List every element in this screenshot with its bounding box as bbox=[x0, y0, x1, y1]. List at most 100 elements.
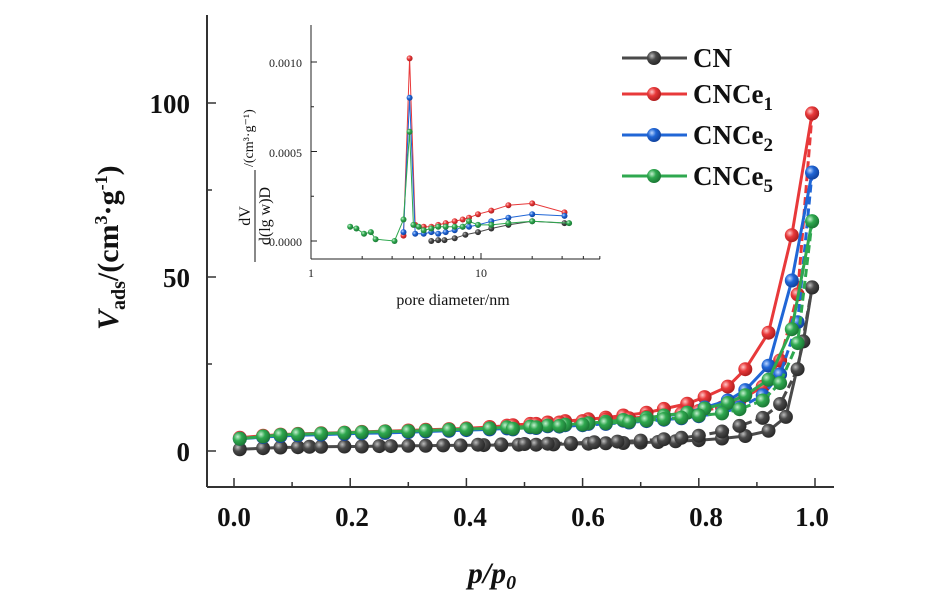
desorption-point bbox=[598, 416, 613, 431]
inset-point bbox=[459, 216, 466, 223]
inset-y-tick-label: 0.0010 bbox=[269, 56, 302, 70]
adsorption-point bbox=[302, 439, 317, 454]
adsorption-point bbox=[784, 273, 799, 288]
desorption-point bbox=[656, 432, 671, 447]
series-cnce1 bbox=[232, 106, 820, 445]
adsorption-point bbox=[697, 390, 712, 405]
inset-point bbox=[475, 221, 481, 228]
inset-point bbox=[505, 220, 512, 227]
inset-x-axis-title: pore diameter/nm bbox=[396, 292, 510, 309]
adsorption-point bbox=[354, 439, 369, 454]
inset-point bbox=[420, 227, 427, 234]
adsorption-point bbox=[720, 396, 735, 410]
adsorption-point bbox=[784, 322, 799, 337]
inset-point bbox=[367, 229, 374, 236]
adsorption-point bbox=[778, 409, 793, 424]
desorption-point bbox=[517, 437, 532, 451]
adsorption-point bbox=[761, 325, 776, 340]
inset-point bbox=[561, 212, 568, 219]
legend-label: CNCe5 bbox=[693, 161, 773, 197]
adsorption-point bbox=[383, 439, 398, 454]
desorption-point bbox=[805, 165, 820, 180]
inset-point bbox=[435, 230, 442, 237]
desorption-point bbox=[773, 376, 788, 391]
inset-point bbox=[451, 218, 458, 225]
inset-point bbox=[488, 221, 495, 228]
adsorption-point bbox=[598, 436, 613, 451]
inset-point bbox=[442, 229, 449, 236]
desorption-point bbox=[610, 434, 625, 449]
inset-point bbox=[361, 230, 367, 237]
inset-point bbox=[435, 237, 442, 244]
adsorption-point bbox=[784, 228, 799, 243]
desorption-point bbox=[790, 362, 805, 377]
legend-item-cn: CN bbox=[622, 43, 732, 73]
inset-point bbox=[505, 214, 512, 221]
x-tick-label: 0.2 bbox=[335, 502, 369, 532]
adsorption-point bbox=[314, 426, 329, 441]
desorption-point bbox=[790, 336, 805, 351]
legend-item-cnce2: CNCe2 bbox=[622, 120, 773, 156]
legend-label: CNCe1 bbox=[693, 79, 773, 115]
legend-marker bbox=[647, 169, 661, 183]
desorption-point bbox=[732, 418, 747, 433]
desorption-point bbox=[575, 417, 590, 432]
series-cnce5 bbox=[232, 214, 820, 446]
y-axis-title-close: ) bbox=[92, 165, 125, 175]
inset-point bbox=[441, 237, 448, 244]
inset-line bbox=[350, 131, 570, 242]
legend: CN CNCe1 CNCe2 CNCe5 bbox=[622, 43, 773, 197]
legend-marker bbox=[647, 51, 661, 65]
y-axis-title-sup3: 3 bbox=[91, 215, 111, 224]
adsorption-point bbox=[738, 388, 753, 403]
desorption-point bbox=[691, 428, 706, 443]
legend-marker bbox=[647, 87, 661, 101]
desorption-point bbox=[691, 408, 706, 423]
desorption-point bbox=[674, 410, 689, 425]
y-axis-title-supneg1: -1 bbox=[91, 175, 111, 190]
inset-series-layer bbox=[347, 55, 573, 244]
desorption-point bbox=[622, 414, 637, 429]
adsorption-point bbox=[232, 442, 247, 457]
y-tick-label: 100 bbox=[150, 89, 191, 119]
inset-series-cnce2 bbox=[400, 94, 568, 237]
desorption-point bbox=[805, 280, 820, 295]
inset-y-title-numerator: dV bbox=[237, 206, 254, 226]
inset-point bbox=[466, 223, 472, 230]
desorption-point bbox=[715, 424, 729, 439]
inset-point bbox=[475, 211, 481, 218]
x-tick-label: 0.4 bbox=[453, 502, 487, 532]
x-axis-title-sub: 0 bbox=[506, 572, 516, 592]
inset-point bbox=[347, 223, 354, 230]
desorption-point bbox=[773, 397, 788, 411]
inset-x-tick-label: 10 bbox=[475, 266, 487, 280]
inset-x-tick-label: 1 bbox=[308, 266, 314, 280]
inset-point bbox=[400, 216, 407, 223]
desorption-point bbox=[755, 410, 770, 425]
legend-label: CN bbox=[693, 43, 732, 73]
y-tick-label: 0 bbox=[177, 437, 191, 467]
desorption-point bbox=[805, 106, 820, 121]
adsorption-point bbox=[337, 425, 352, 440]
inset-point bbox=[475, 229, 481, 236]
adsorption-point bbox=[256, 429, 271, 444]
desorption-point bbox=[540, 436, 555, 451]
desorption-point bbox=[529, 420, 544, 435]
inset-point bbox=[529, 200, 536, 207]
desorption-point bbox=[715, 406, 729, 421]
inset-series-cnce1 bbox=[400, 55, 568, 239]
inset-point bbox=[459, 223, 466, 230]
inset-point bbox=[428, 238, 435, 244]
series-cn bbox=[232, 280, 820, 457]
desorption-point bbox=[732, 402, 747, 417]
inset-point bbox=[412, 230, 419, 237]
adsorption-point bbox=[314, 439, 329, 454]
legend-label: CNCe2 bbox=[693, 120, 773, 156]
adsorption-point bbox=[273, 440, 288, 455]
adsorption-point bbox=[256, 441, 271, 456]
inset-point bbox=[451, 235, 458, 242]
inset-point bbox=[428, 225, 435, 232]
desorption-point bbox=[494, 437, 509, 452]
inset-point bbox=[415, 223, 422, 230]
inset-point bbox=[529, 218, 536, 225]
